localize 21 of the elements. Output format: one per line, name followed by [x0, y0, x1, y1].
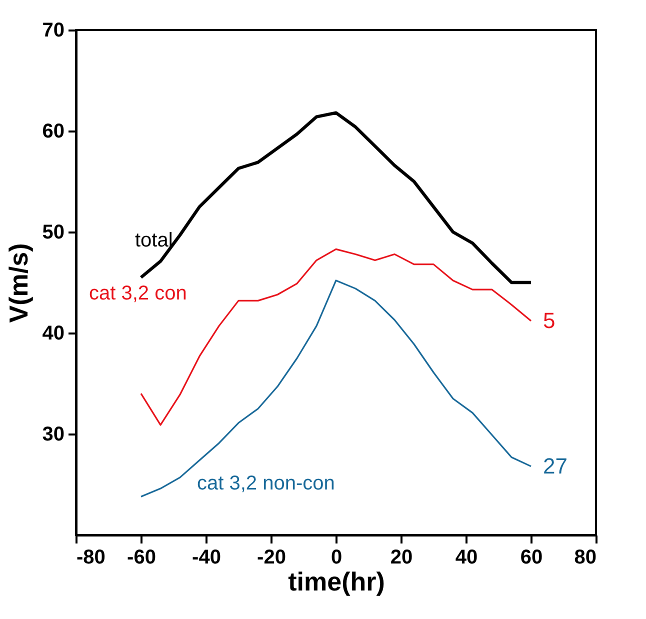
y-tick-label: 50 — [42, 222, 64, 244]
x-tick-label: -80 — [76, 546, 106, 568]
series-label: total — [135, 229, 173, 252]
y-tick-label: 70 — [42, 20, 64, 42]
x-tick-label: 60 — [520, 546, 543, 568]
annotation: 5 — [543, 308, 556, 333]
y-axis-title: V(m/s) — [3, 243, 34, 323]
x-tick-label: -60 — [127, 546, 156, 568]
x-tick-label: 80 — [574, 546, 596, 568]
x-tick-label: 0 — [330, 546, 342, 568]
x-tick-label: -40 — [192, 546, 221, 568]
y-tick-label: 30 — [42, 424, 64, 446]
annotation: 27 — [543, 453, 568, 478]
y-tick-label: 60 — [42, 120, 64, 142]
y-tick-label: 40 — [42, 322, 64, 344]
series-label: cat 3,2 con — [89, 282, 187, 305]
x-tick-label: 20 — [390, 546, 413, 568]
x-tick-label: -20 — [257, 546, 286, 568]
x-axis-title: time(hr) — [288, 566, 385, 596]
x-tick-label: 40 — [455, 546, 478, 568]
series-label: cat 3,2 non-con — [197, 472, 335, 495]
